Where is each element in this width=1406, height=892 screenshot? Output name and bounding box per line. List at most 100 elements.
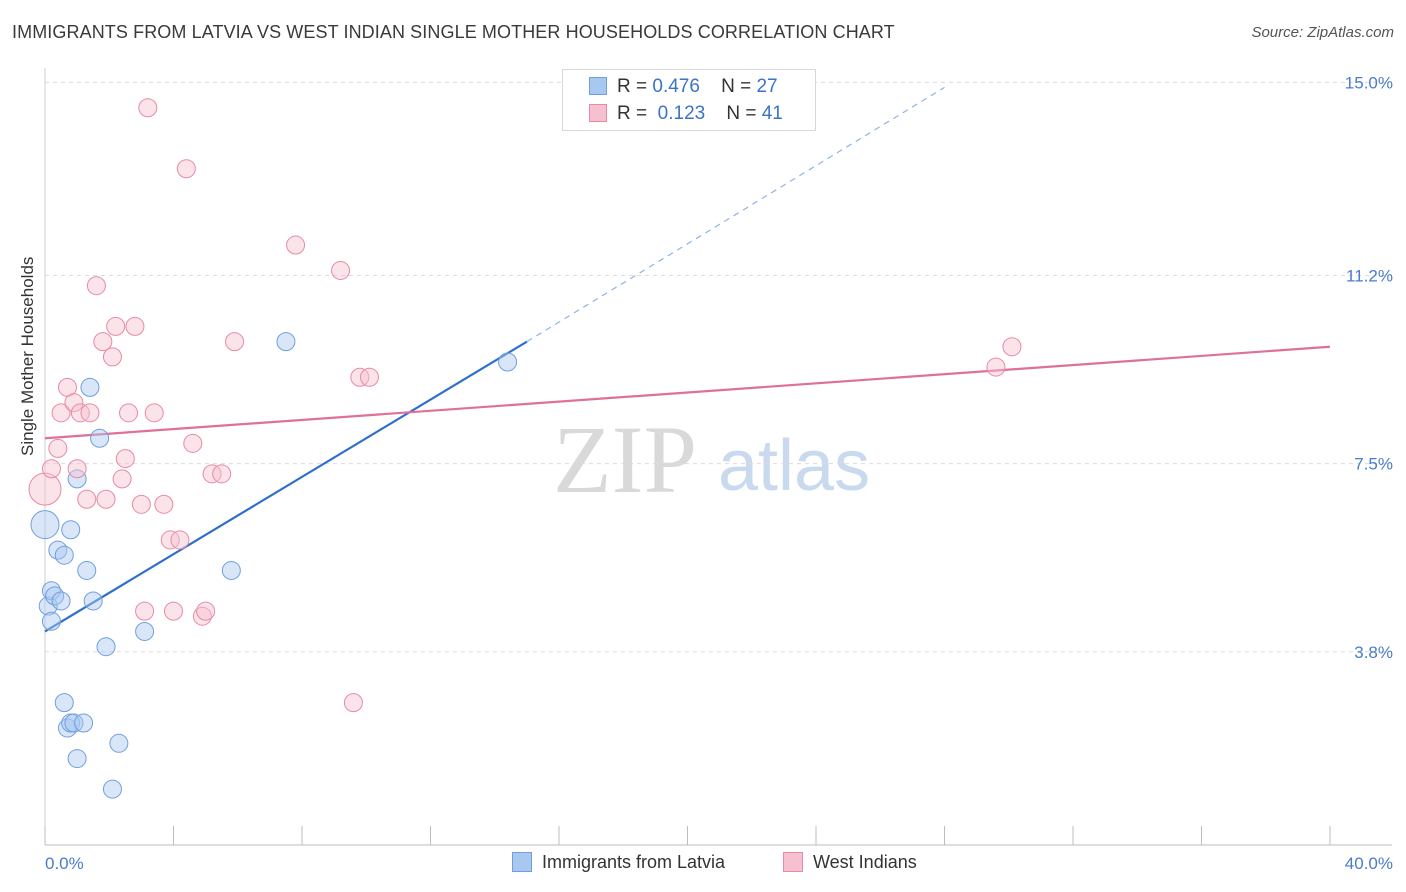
point-latvia (51, 591, 71, 611)
point-west-indians (196, 601, 216, 621)
series-swatch-latvia (512, 852, 532, 872)
y-axis-label: Single Mother Households (18, 256, 37, 456)
point-west-indians (225, 332, 245, 352)
point-west-indians (286, 235, 306, 255)
point-west-indians (93, 332, 113, 352)
point-latvia (54, 693, 74, 713)
point-west-indians (350, 367, 370, 387)
y-tick-label: 7.5% (1354, 455, 1393, 474)
point-west-indians (135, 601, 155, 621)
point-west-indians (164, 601, 183, 621)
point-west-indians (41, 459, 61, 479)
point-latvia (38, 596, 58, 616)
point-west-indians (28, 472, 62, 506)
point-west-indians (112, 469, 132, 489)
point-latvia (30, 510, 60, 540)
watermark: ZIP atlas (553, 406, 870, 513)
series-legend-west-indians[interactable]: West Indians (783, 852, 917, 873)
legend-r-label: R = (617, 76, 648, 97)
x-tick-label: 0.0% (45, 854, 84, 873)
point-west-indians (119, 403, 139, 423)
point-west-indians (138, 98, 158, 118)
point-latvia (109, 733, 129, 753)
legend-r-value: 0.123 (657, 103, 706, 124)
axes (44, 68, 1392, 846)
gridlines (45, 81, 1392, 653)
point-west-indians (331, 260, 351, 280)
point-latvia (67, 749, 87, 769)
y-tick-label: 11.2% (1346, 267, 1393, 286)
point-west-indians (183, 433, 203, 453)
point-latvia (41, 581, 61, 601)
stats-legend: R = 0.476 N = 27 R = 0.123 N = 41 (562, 69, 816, 131)
legend-n-value: 41 (761, 103, 783, 124)
point-west-indians (102, 347, 122, 367)
point-west-indians (106, 316, 126, 336)
trend-line-west-indians (44, 345, 1331, 440)
legend-n-label: N = (726, 103, 757, 124)
legend-n-label: N = (721, 76, 752, 97)
point-latvia (498, 352, 518, 372)
point-west-indians (144, 403, 164, 423)
point-west-indians (160, 530, 180, 550)
point-latvia (80, 377, 100, 397)
point-latvia (276, 332, 296, 352)
point-latvia (135, 621, 155, 641)
point-latvia (77, 560, 97, 580)
point-west-indians (125, 316, 145, 336)
x-tick-label: 40.0% (1345, 854, 1393, 873)
point-west-indians (1002, 337, 1022, 357)
point-west-indians (96, 489, 116, 509)
series-legend: Immigrants from Latvia West Indians (0, 852, 1406, 878)
point-latvia (54, 545, 74, 565)
point-west-indians (77, 489, 97, 509)
legend-swatch-west-indians (589, 104, 607, 122)
point-west-indians (192, 606, 212, 626)
point-latvia (96, 637, 116, 657)
point-west-indians (48, 438, 68, 458)
legend-row-latvia: R = 0.476 N = 27 (589, 76, 778, 100)
point-latvia (61, 520, 81, 540)
legend-r-label: R = (617, 103, 648, 124)
legend-n-value: 27 (756, 76, 778, 97)
legend-swatch-latvia (589, 77, 607, 95)
point-west-indians (170, 530, 190, 550)
point-west-indians (70, 403, 90, 423)
point-latvia (64, 713, 84, 733)
point-latvia (90, 428, 110, 448)
trend-lines (44, 86, 1331, 633)
series-swatch-west-indians (783, 852, 803, 872)
point-west-indians (202, 464, 222, 484)
point-west-indians (80, 403, 100, 423)
point-latvia (221, 560, 241, 580)
legend-row-west-indians: R = 0.123 N = 41 (589, 103, 783, 127)
series-name-latvia: Immigrants from Latvia (542, 852, 726, 872)
point-west-indians (86, 276, 106, 296)
point-west-indians (67, 459, 87, 479)
point-west-indians (51, 403, 71, 423)
point-west-indians (154, 494, 174, 514)
point-latvia (83, 591, 103, 611)
source-credit: Source: ZipAtlas.com (1251, 24, 1394, 41)
watermark-atlas: atlas (718, 426, 870, 506)
point-latvia (48, 540, 68, 560)
point-west-indians (343, 693, 363, 713)
watermark-zip: ZIP (553, 406, 697, 513)
point-west-indians (115, 449, 135, 469)
point-latvia (41, 611, 61, 631)
series-legend-latvia[interactable]: Immigrants from Latvia (512, 852, 725, 873)
data-points (28, 98, 1022, 799)
point-latvia (67, 469, 87, 489)
point-latvia (102, 779, 122, 799)
point-west-indians (986, 357, 1006, 377)
point-latvia (45, 586, 65, 606)
point-latvia (74, 713, 94, 733)
trend-line-latvia-extension (526, 86, 945, 343)
chart-title: IMMIGRANTS FROM LATVIA VS WEST INDIAN SI… (12, 22, 895, 42)
tick-labels: 3.8% 7.5% 11.2% 15.0% 0.0% 40.0% (45, 73, 1393, 873)
point-west-indians (64, 393, 84, 413)
y-tick-label: 15.0% (1345, 73, 1393, 92)
point-west-indians (131, 494, 151, 514)
point-west-indians (359, 367, 379, 387)
